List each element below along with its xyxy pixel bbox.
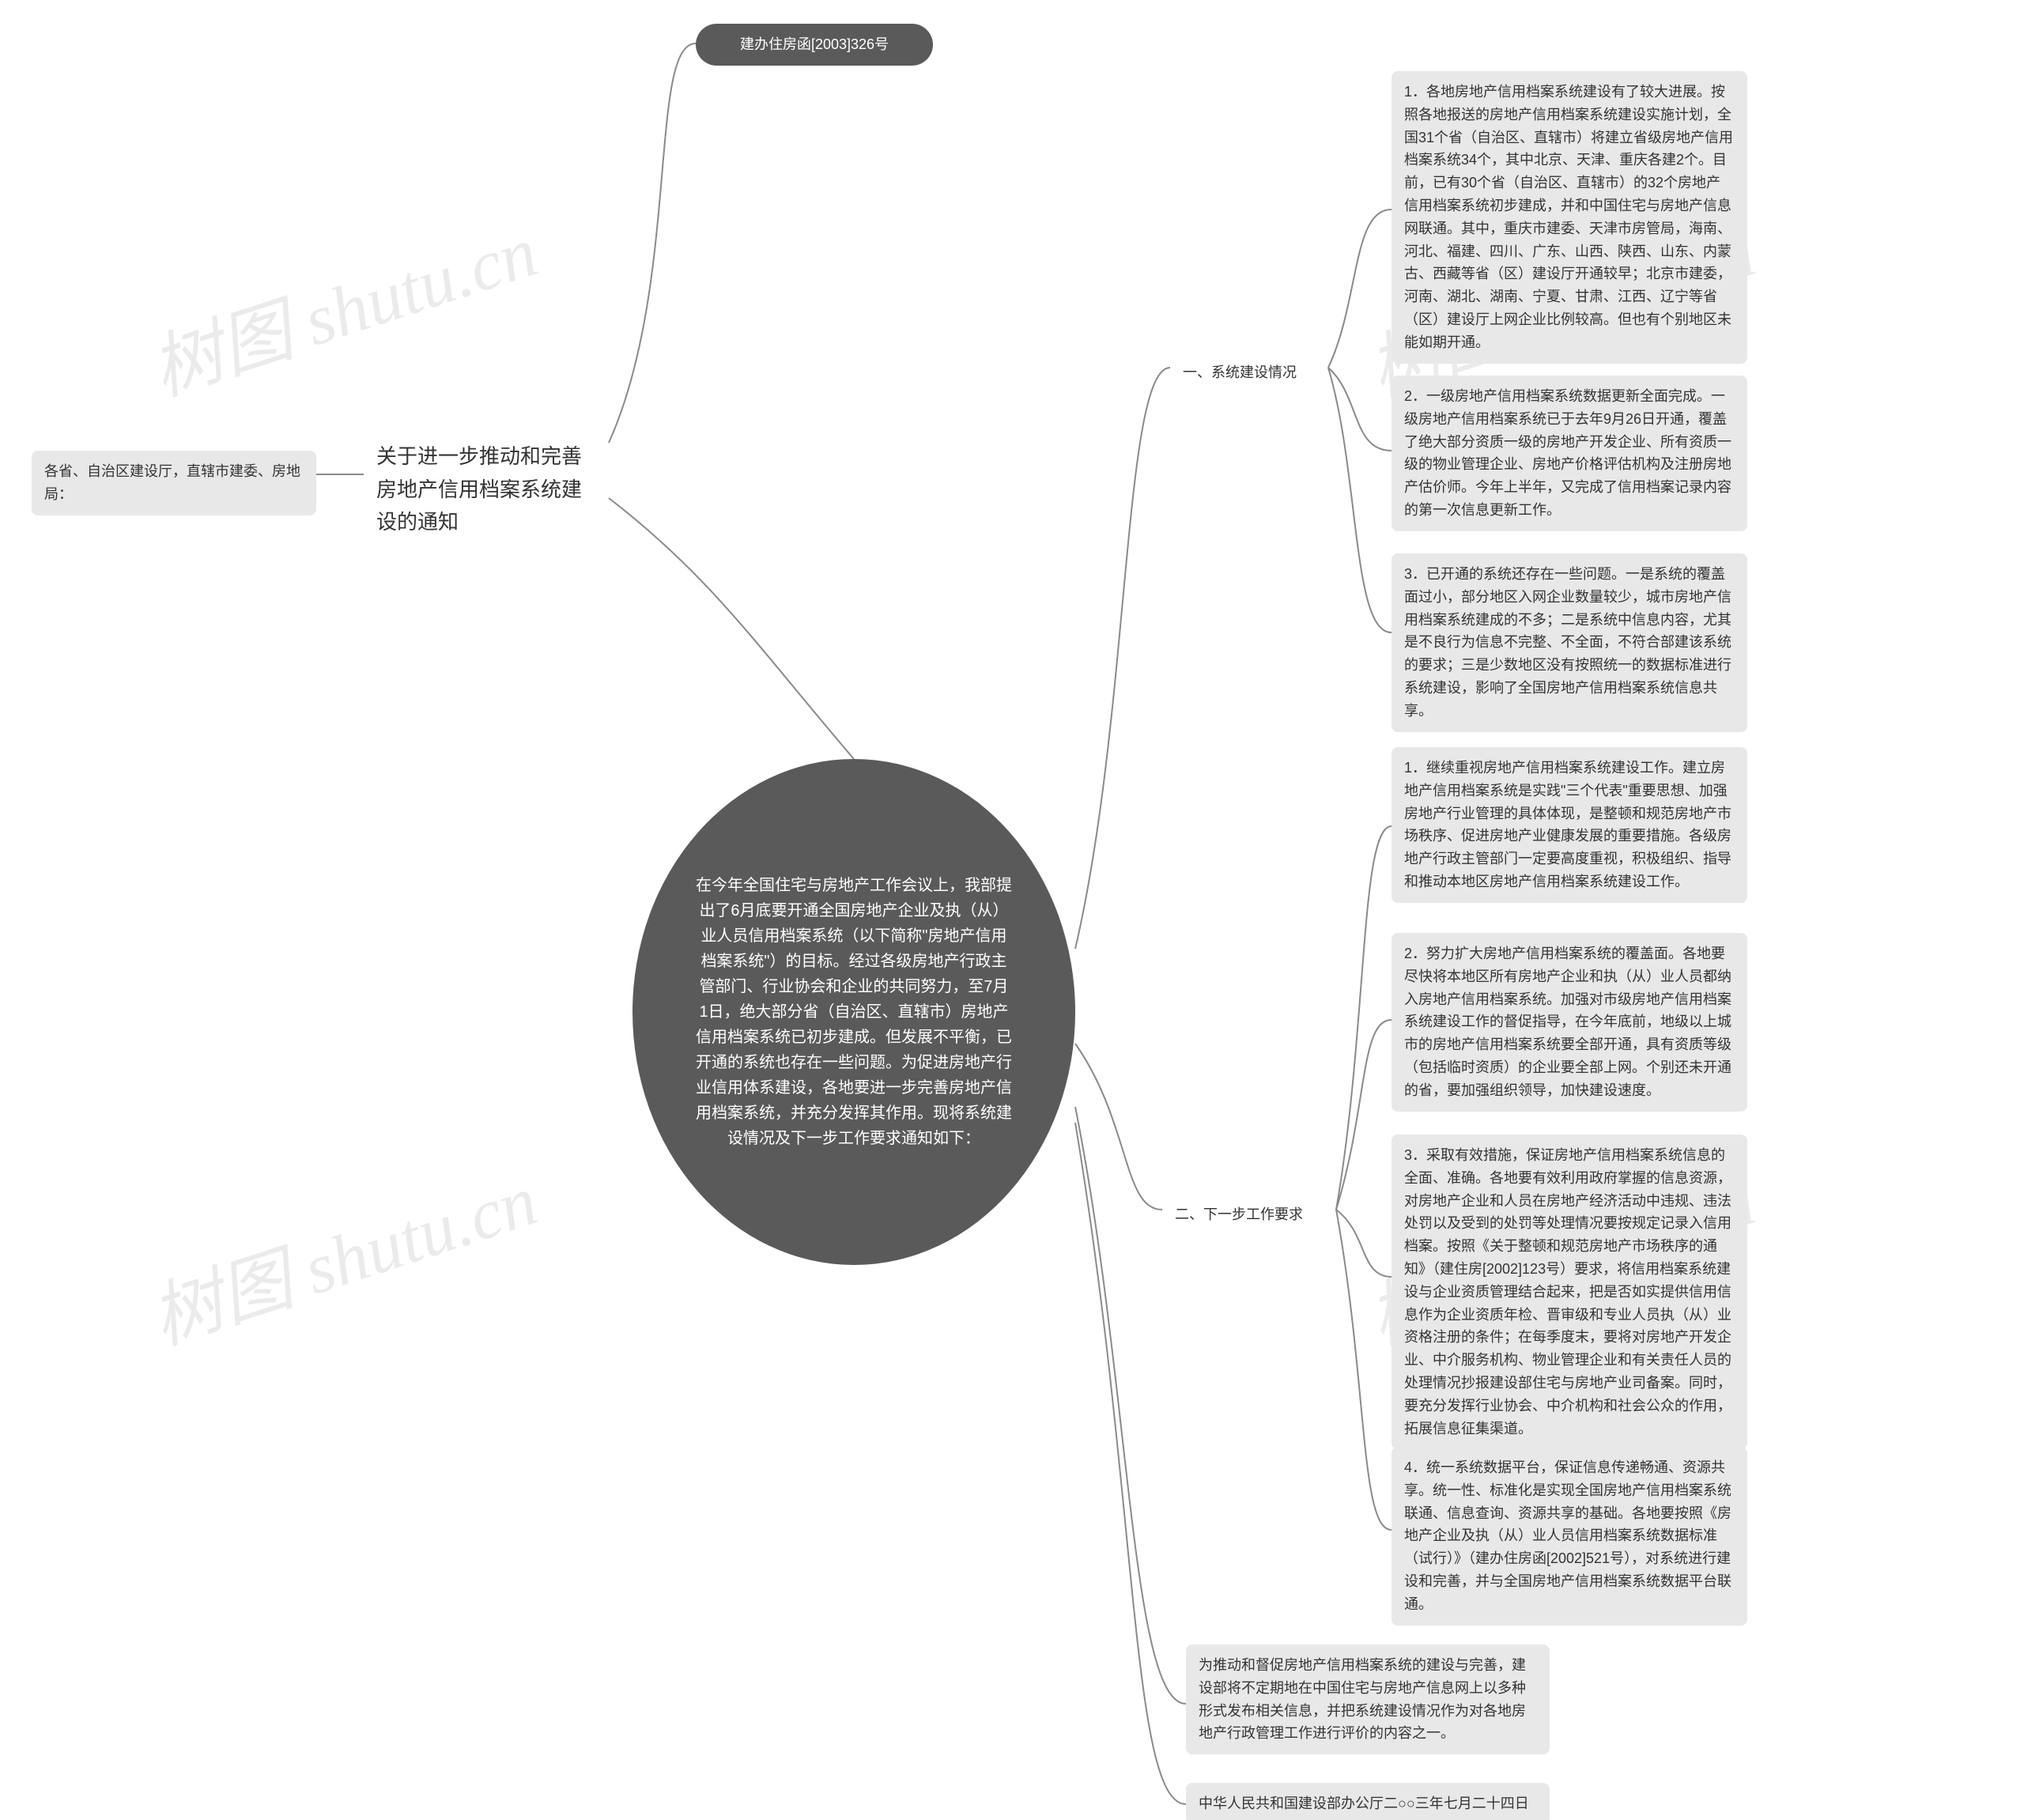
- node-addressee-text: 各省、自治区建设厅，直辖市建委、房地局：: [44, 463, 300, 502]
- node-addressee[interactable]: 各省、自治区建设厅，直辖市建委、房地局：: [32, 451, 316, 515]
- node-s1-3-text: 3．已开通的系统还存在一些问题。一是系统的覆盖面过小，部分地区入网企业数量较少，…: [1404, 566, 1731, 719]
- node-docnum[interactable]: 建办住房函[2003]326号: [696, 24, 933, 66]
- node-s2-2[interactable]: 2．努力扩大房地产信用档案系统的覆盖面。各地要尽快将本地区所有房地产企业和执（从…: [1392, 933, 1747, 1112]
- node-section2-text: 二、下一步工作要求: [1175, 1206, 1303, 1222]
- node-s2-4-text: 4．统一系统数据平台，保证信息传递畅通、资源共享。统一性、标准化是实现全国房地产…: [1404, 1459, 1731, 1612]
- node-s2-4[interactable]: 4．统一系统数据平台，保证信息传递畅通、资源共享。统一性、标准化是实现全国房地产…: [1392, 1447, 1747, 1626]
- node-section2[interactable]: 二、下一步工作要求: [1162, 1194, 1336, 1236]
- node-s1-2[interactable]: 2．一级房地产信用档案系统数据更新全面完成。一级房地产信用档案系统已于去年9月2…: [1392, 376, 1747, 531]
- node-s2-3-text: 3．采取有效措施，保证房地产信用档案系统信息的全面、准确。各地要有效利用政府掌握…: [1404, 1147, 1731, 1437]
- node-intro[interactable]: 在今年全国住宅与房地产工作会议上，我部提出了6月底要开通全国房地产企业及执（从）…: [632, 759, 1075, 1265]
- node-s2-1[interactable]: 1．继续重视房地产信用档案系统建设工作。建立房地产信用档案系统是实践"三个代表"…: [1392, 747, 1747, 903]
- node-root[interactable]: 关于进一步推动和完善房地产信用档案系统建设的通知: [364, 431, 609, 549]
- node-s1-2-text: 2．一级房地产信用档案系统数据更新全面完成。一级房地产信用档案系统已于去年9月2…: [1404, 388, 1731, 518]
- node-section1[interactable]: 一、系统建设情况: [1170, 352, 1328, 394]
- node-closing-text: 为推动和督促房地产信用档案系统的建设与完善，建设部将不定期地在中国住宅与房地产信…: [1199, 1657, 1526, 1741]
- watermark: 树图 shutu.cn: [136, 194, 547, 415]
- node-s2-3[interactable]: 3．采取有效措施，保证房地产信用档案系统信息的全面、准确。各地要有效利用政府掌握…: [1392, 1135, 1747, 1449]
- node-section1-text: 一、系统建设情况: [1183, 364, 1297, 380]
- node-signature[interactable]: 中华人民共和国建设部办公厅二○○三年七月二十四日: [1186, 1783, 1550, 1820]
- watermark: 树图 shutu.cn: [136, 1142, 547, 1364]
- node-s2-1-text: 1．继续重视房地产信用档案系统建设工作。建立房地产信用档案系统是实践"三个代表"…: [1404, 760, 1731, 889]
- node-s1-3[interactable]: 3．已开通的系统还存在一些问题。一是系统的覆盖面过小，部分地区入网企业数量较少，…: [1392, 553, 1747, 732]
- node-intro-text: 在今年全国住宅与房地产工作会议上，我部提出了6月底要开通全国房地产企业及执（从）…: [696, 873, 1012, 1151]
- node-s1-1[interactable]: 1．各地房地产信用档案系统建设有了较大进展。按照各地报送的房地产信用档案系统建设…: [1392, 71, 1747, 364]
- node-docnum-text: 建办住房函[2003]326号: [740, 36, 889, 52]
- node-closing[interactable]: 为推动和督促房地产信用档案系统的建设与完善，建设部将不定期地在中国住宅与房地产信…: [1186, 1644, 1550, 1754]
- node-signature-text: 中华人民共和国建设部办公厅二○○三年七月二十四日: [1199, 1795, 1529, 1811]
- node-s2-2-text: 2．努力扩大房地产信用档案系统的覆盖面。各地要尽快将本地区所有房地产企业和执（从…: [1404, 946, 1731, 1098]
- node-root-text: 关于进一步推动和完善房地产信用档案系统建设的通知: [376, 444, 582, 534]
- node-s1-1-text: 1．各地房地产信用档案系统建设有了较大进展。按照各地报送的房地产信用档案系统建设…: [1404, 84, 1733, 350]
